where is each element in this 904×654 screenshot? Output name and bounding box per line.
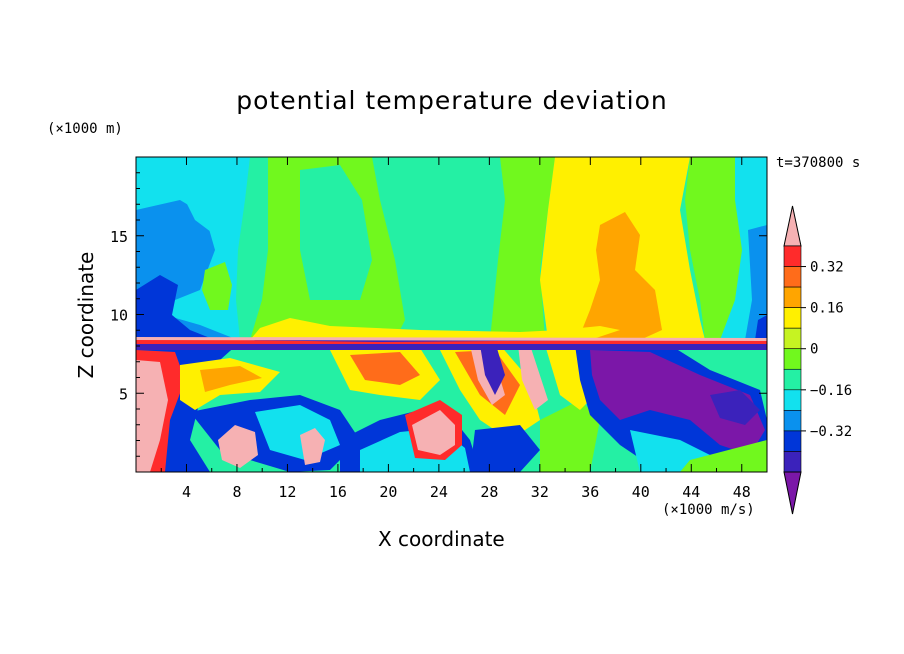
colorbar-bottom-triangle: [783, 471, 802, 515]
lower-streaks-pink-2: [518, 345, 548, 410]
lower-far-right-green: [680, 440, 767, 472]
band-far-right-darkblue: [755, 315, 767, 340]
colorbar-swatch: [783, 266, 802, 288]
band-upper-left-cyan-core: [180, 180, 230, 235]
x-tick-label: 44: [682, 483, 700, 501]
band-tropopause-yellow: [250, 318, 620, 340]
lower-pink-blob-2: [300, 428, 325, 465]
y-tick-label: 10: [110, 307, 128, 325]
band-far-right-blue: [745, 225, 767, 340]
band-mid-green-core: [300, 165, 372, 300]
lower-far-right-purple: [590, 350, 765, 455]
colorbar-swatch: [783, 451, 802, 473]
lower-center-pink: [412, 410, 455, 455]
colorbar-swatch: [783, 286, 802, 308]
x-axis-label: X coordinate: [378, 527, 505, 551]
tropopause-layer-pink: [136, 337, 767, 341]
lower-mid-orange: [350, 352, 420, 385]
colorbar-swatch: [783, 327, 802, 350]
x-tick-label: 8: [232, 483, 241, 501]
z-unit-label: (×1000 m): [47, 121, 123, 137]
y-tick-label: 5: [119, 385, 128, 403]
band-right-orange: [578, 212, 662, 340]
band-right-lightgreen: [490, 157, 555, 340]
colorbar: 0.32 0.16 0 −0.16 −0.32: [783, 205, 852, 515]
colorbar-tick-label: 0: [810, 342, 818, 358]
time-label: t=370800 s: [776, 155, 861, 171]
colorbar-swatch: [783, 368, 802, 391]
colorbar-swatch: [783, 245, 802, 267]
x-tick-label: 48: [733, 483, 751, 501]
colorbar-swatch: [783, 410, 802, 432]
x-tick-label: 12: [278, 483, 296, 501]
x-tick-label: 32: [531, 483, 549, 501]
colorbar-tick-label: 0.16: [810, 301, 844, 317]
band-upper-left-darkblue: [136, 275, 215, 340]
colorbar-swatch: [783, 348, 802, 370]
lower-left-pink: [136, 360, 168, 472]
lower-right-green: [540, 400, 600, 472]
x-unit-label: (×1000 m/s): [662, 502, 755, 518]
lower-pink-blob-1: [218, 425, 258, 468]
lower-right-blue: [470, 425, 540, 472]
colorbar-swatch: [783, 307, 802, 329]
colorbar-tick-label: −0.16: [810, 383, 852, 399]
colorbar-swatch: [783, 389, 802, 411]
lower-right-purple-streak: [480, 345, 505, 395]
x-tick-label: 4: [182, 483, 191, 501]
colorbar-top-triangle: [783, 205, 802, 247]
x-tick-label: 36: [581, 483, 599, 501]
x-tick-label: 28: [480, 483, 498, 501]
lower-orange-swirl: [200, 366, 262, 392]
x-tick-label: 20: [379, 483, 397, 501]
y-tick-label: 15: [110, 228, 128, 246]
colorbar-swatch: [783, 430, 802, 452]
y-ticks: 5 10 15: [110, 172, 767, 457]
contour-field: [136, 157, 767, 472]
colorbar-tick-label: −0.32: [810, 424, 852, 440]
x-tick-label: 16: [329, 483, 347, 501]
lower-far-right-blue-2: [710, 390, 760, 425]
x-tick-label: 24: [430, 483, 448, 501]
chart-title: potential temperature deviation: [236, 86, 668, 115]
colorbar-tick-label: 0.32: [810, 260, 844, 276]
x-tick-label: 40: [632, 483, 650, 501]
x-ticks: 4 8 12 16 20 24 28 32 36 40 44 48: [160, 157, 768, 501]
band-upper-left-green: [202, 262, 232, 310]
